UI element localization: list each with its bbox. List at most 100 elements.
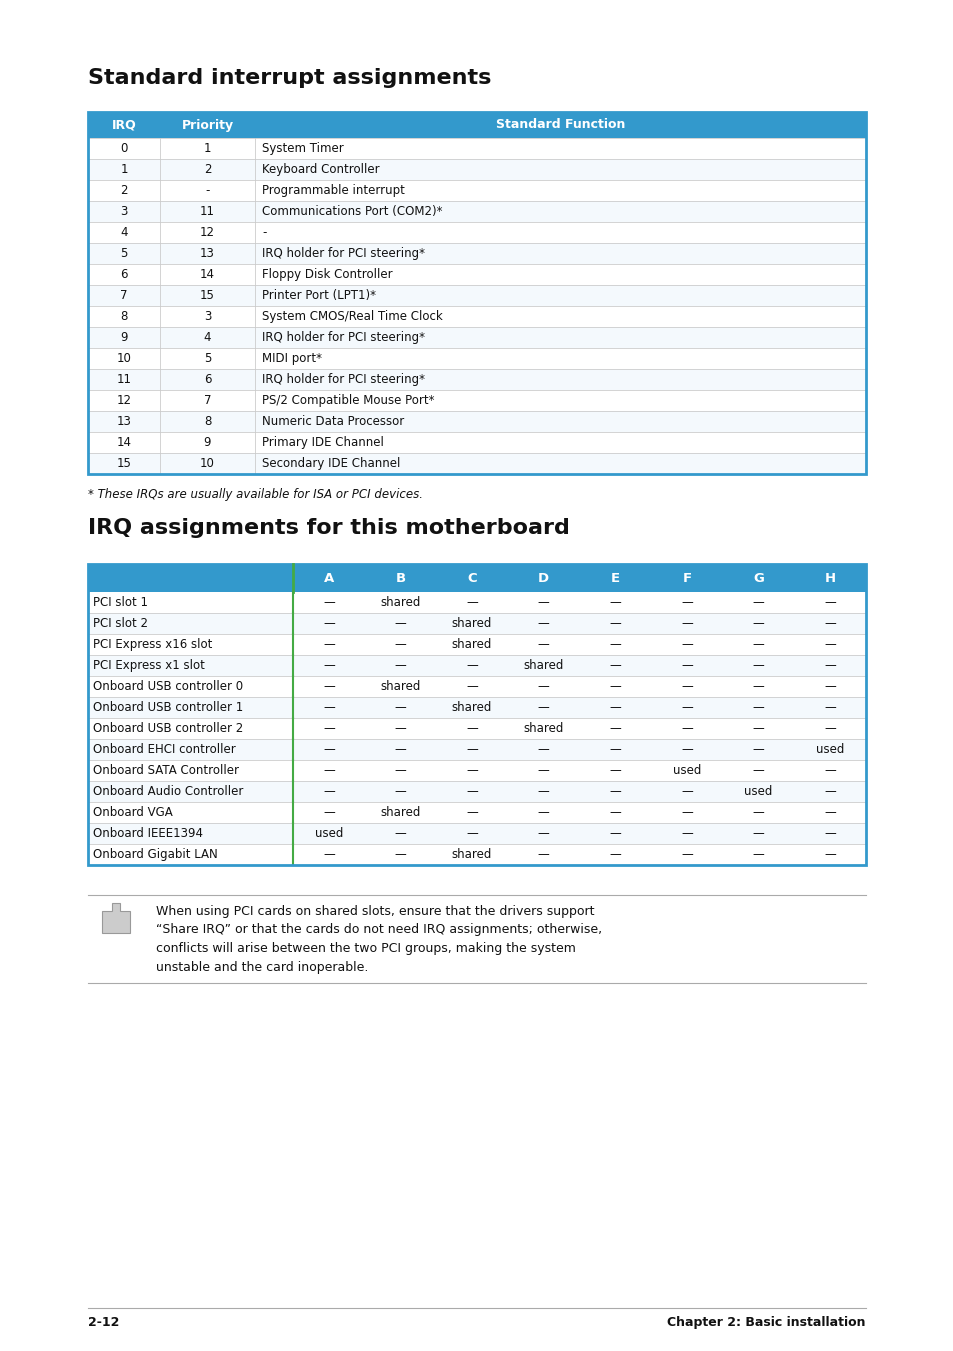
Bar [88,739,865,761]
Text: —: — [466,680,477,693]
Text: —: — [823,785,835,798]
Text: —: — [537,827,549,840]
Text: Onboard USB controller 1: Onboard USB controller 1 [92,701,243,713]
Bar [88,327,865,349]
Text: 15: 15 [116,457,132,470]
Text: —: — [680,785,692,798]
Text: 8: 8 [204,415,211,428]
Text: System CMOS/Real Time Clock: System CMOS/Real Time Clock [262,309,442,323]
Text: Numeric Data Processor: Numeric Data Processor [262,415,404,428]
Text: H: H [823,571,835,585]
Text: Chapter 2: Basic installation: Chapter 2: Basic installation [667,1316,865,1329]
Text: 8: 8 [120,309,128,323]
Text: 9: 9 [120,331,128,345]
Bar [88,243,865,263]
Text: —: — [395,743,406,757]
Text: 3: 3 [204,309,211,323]
Text: Onboard Audio Controller: Onboard Audio Controller [92,785,243,798]
Bar [88,432,865,453]
Text: 6: 6 [120,267,128,281]
Text: —: — [395,617,406,630]
Text: —: — [752,659,763,671]
Bar [88,390,865,411]
Text: —: — [466,596,477,609]
Text: E: E [610,571,619,585]
Text: -: - [262,226,266,239]
Text: used: used [672,765,700,777]
Text: —: — [609,785,620,798]
Text: —: — [823,721,835,735]
Text: —: — [395,785,406,798]
Text: 11: 11 [116,373,132,386]
Text: D: D [537,571,549,585]
Text: —: — [680,848,692,861]
Bar [88,112,865,474]
Bar [88,263,865,285]
Text: —: — [823,848,835,861]
Text: 10: 10 [200,457,214,470]
Text: —: — [395,701,406,713]
Text: —: — [752,827,763,840]
Bar [88,563,865,865]
Text: —: — [823,827,835,840]
Text: 1: 1 [120,163,128,176]
Text: —: — [680,827,692,840]
Text: IRQ holder for PCI steering*: IRQ holder for PCI steering* [262,331,424,345]
Text: Programmable interrupt: Programmable interrupt [262,184,404,197]
Text: shared: shared [452,701,492,713]
Bar [88,411,865,432]
Text: 9: 9 [204,436,211,449]
Text: —: — [323,721,335,735]
Text: —: — [537,680,549,693]
Text: —: — [823,701,835,713]
Text: —: — [752,721,763,735]
Text: —: — [466,721,477,735]
Text: shared: shared [523,659,563,671]
Text: —: — [752,743,763,757]
Text: Primary IDE Channel: Primary IDE Channel [262,436,383,449]
Bar [88,112,865,138]
Text: —: — [323,807,335,819]
Text: —: — [680,680,692,693]
Text: —: — [609,659,620,671]
Text: shared: shared [452,617,492,630]
Text: Onboard SATA Controller: Onboard SATA Controller [92,765,239,777]
Text: —: — [323,743,335,757]
Bar [88,180,865,201]
Text: —: — [680,596,692,609]
Text: —: — [395,638,406,651]
Bar [88,563,865,592]
Text: —: — [609,680,620,693]
Text: —: — [823,680,835,693]
Text: —: — [609,721,620,735]
Text: 13: 13 [116,415,132,428]
Text: —: — [680,701,692,713]
Text: —: — [395,659,406,671]
Text: —: — [537,617,549,630]
Text: —: — [323,848,335,861]
Bar [88,592,865,613]
Text: —: — [466,827,477,840]
Text: —: — [823,765,835,777]
Text: —: — [752,596,763,609]
Text: * These IRQs are usually available for ISA or PCI devices.: * These IRQs are usually available for I… [88,488,422,501]
Text: —: — [395,765,406,777]
Text: shared: shared [452,848,492,861]
Text: shared: shared [380,807,420,819]
Text: PCI Express x1 slot: PCI Express x1 slot [92,659,205,671]
Text: 14: 14 [116,436,132,449]
Text: —: — [609,743,620,757]
Text: —: — [537,848,549,861]
Text: 5: 5 [120,247,128,259]
Text: Secondary IDE Channel: Secondary IDE Channel [262,457,400,470]
Text: 0: 0 [120,142,128,155]
Text: used: used [815,743,843,757]
Text: Printer Port (LPT1)*: Printer Port (LPT1)* [262,289,375,303]
Text: —: — [680,638,692,651]
Text: —: — [466,659,477,671]
Bar [88,634,865,655]
Text: 12: 12 [116,394,132,407]
Bar [88,655,865,676]
Text: IRQ holder for PCI steering*: IRQ holder for PCI steering* [262,247,424,259]
Text: —: — [609,596,620,609]
